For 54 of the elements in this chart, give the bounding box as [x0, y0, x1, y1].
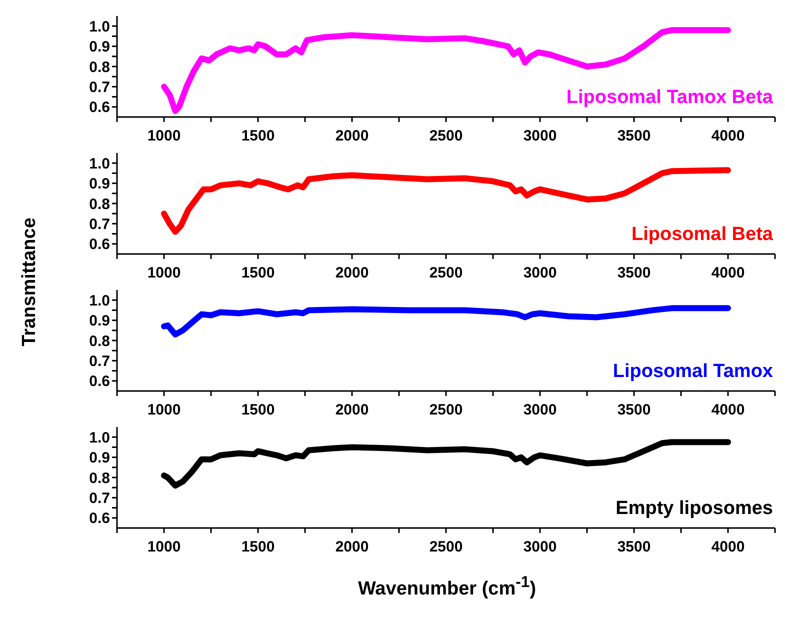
x-tick-label: 1500 — [241, 402, 275, 419]
x-tick-label: 3000 — [523, 264, 557, 282]
x-tick-label: 2000 — [335, 538, 369, 556]
y-tick-label: 0.8 — [89, 470, 110, 487]
series-label: Empty liposomes — [616, 498, 773, 520]
series-label: Liposomal Beta — [632, 224, 773, 246]
y-tick-label: 0.6 — [89, 236, 110, 254]
y-tick-label: 0.9 — [89, 450, 110, 467]
x-tick-label: 1500 — [241, 538, 275, 556]
x-tick-label: 2500 — [429, 402, 463, 419]
y-tick-label: 0.9 — [89, 176, 110, 193]
y-tick-label: 0.8 — [89, 196, 110, 213]
y-axis-title: Transmittance — [19, 218, 41, 346]
x-tick-label: 2000 — [335, 128, 369, 145]
y-tick-label: 0.7 — [89, 216, 110, 234]
x-tick-label: 1000 — [147, 264, 181, 282]
y-tick-label: 0.9 — [89, 38, 110, 56]
x-tick-label: 1000 — [147, 402, 181, 419]
x-tick-label: 4000 — [711, 264, 745, 282]
series-label: Liposomal Tamox Beta — [566, 87, 773, 109]
y-tick-label: 0.6 — [89, 99, 110, 116]
y-tick-label: 1.0 — [89, 155, 110, 172]
y-tick-label: 0.9 — [89, 312, 110, 330]
y-tick-label: 1.0 — [89, 292, 110, 310]
y-tick-label: 0.8 — [89, 332, 110, 350]
x-tick-label: 3500 — [617, 128, 651, 145]
y-tick-label: 0.8 — [89, 58, 110, 76]
x-tick-label: 3000 — [523, 128, 557, 145]
x-tick-label: 3000 — [523, 402, 557, 419]
y-tick-label: 0.7 — [89, 79, 110, 96]
x-tick-label: 4000 — [711, 538, 745, 556]
y-tick-label: 0.7 — [89, 490, 110, 508]
y-tick-label: 0.6 — [89, 373, 110, 390]
x-tick-label: 3000 — [523, 538, 557, 556]
x-tick-label: 1500 — [241, 264, 275, 282]
x-tick-label: 2000 — [335, 402, 369, 419]
x-tick-label: 1000 — [147, 128, 181, 145]
y-tick-label: 1.0 — [89, 18, 110, 36]
x-tick-label: 3500 — [617, 538, 651, 556]
x-tick-label: 2000 — [335, 264, 369, 282]
y-tick-label: 0.7 — [89, 353, 110, 370]
x-tick-label: 2500 — [429, 538, 463, 556]
x-tick-label: 4000 — [711, 128, 745, 145]
y-tick-label: 0.6 — [89, 510, 110, 528]
x-tick-label: 1000 — [147, 538, 181, 556]
x-tick-label: 2500 — [429, 264, 463, 282]
x-tick-label: 4000 — [711, 402, 745, 419]
x-tick-label: 1500 — [241, 128, 275, 145]
x-tick-label: 3500 — [617, 402, 651, 419]
text: Liposomal Tamox — [612, 361, 773, 383]
y-tick-label: 1.0 — [89, 429, 110, 446]
x-tick-label: 2500 — [429, 128, 463, 145]
x-axis-title: Wavenumber (cm$^{-1}$) — [356, 574, 538, 600]
x-tick-label: 3500 — [617, 264, 651, 282]
